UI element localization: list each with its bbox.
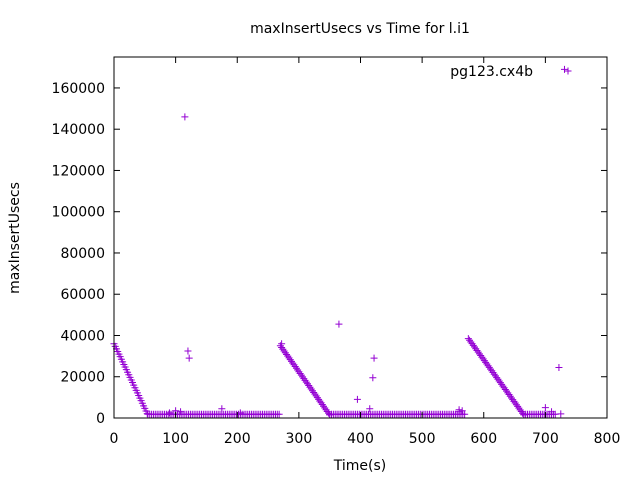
x-tick-label: 300: [286, 431, 313, 447]
x-axis: 0 100 200 300 400 500 600 700 800: [110, 57, 621, 447]
x-tick-label: 400: [347, 431, 374, 447]
data-point: [236, 409, 244, 417]
data-point: [184, 347, 192, 355]
x-tick-label: 700: [532, 431, 559, 447]
legend-marker: [564, 67, 572, 75]
data-point: [369, 374, 377, 382]
y-tick-label: 40000: [60, 328, 105, 344]
data-point: [185, 354, 193, 362]
data-point: [335, 320, 343, 328]
legend: pg123.cx4b: [450, 64, 572, 80]
plot-frame: [113, 56, 608, 419]
data-point: [461, 410, 469, 418]
data-point: [555, 363, 563, 371]
y-tick-label: 80000: [60, 246, 105, 262]
y-tick-label: 100000: [52, 205, 105, 221]
y-tick-label: 120000: [52, 163, 105, 179]
legend-label: pg123.cx4b: [450, 64, 533, 80]
data-point: [458, 407, 466, 415]
data-point: [177, 408, 185, 416]
x-tick-label: 500: [409, 431, 436, 447]
plot-marks: [110, 65, 568, 419]
data-point: [165, 409, 173, 417]
x-tick-label: 200: [224, 431, 251, 447]
data-point: [181, 113, 189, 121]
x-tick-label: 800: [594, 431, 621, 447]
data-point: [218, 405, 226, 413]
data-point: [324, 409, 332, 417]
x-tick-label: 100: [162, 431, 189, 447]
chart-title: maxInsertUsecs vs Time for l.i1: [250, 21, 470, 37]
data-point: [275, 410, 283, 418]
data-point: [278, 340, 286, 348]
y-tick-label: 20000: [60, 370, 105, 386]
data-point: [541, 404, 549, 412]
data-point: [455, 408, 463, 416]
y-tick-label: 160000: [52, 81, 105, 97]
data-point: [557, 410, 565, 418]
y-tick-label: 140000: [52, 122, 105, 138]
data-point: [564, 67, 572, 75]
data-point: [548, 408, 556, 416]
x-tick-label: 600: [470, 431, 497, 447]
y-tick-label: 0: [96, 411, 105, 427]
data-point: [519, 409, 527, 417]
y-axis: 0 20000 40000 60000 80000 100000 120000 140000 1…: [52, 81, 607, 427]
y-tick-label: 60000: [60, 287, 105, 303]
data-point: [353, 395, 361, 403]
x-tick-label: 0: [110, 431, 119, 447]
x-axis-label: Time(s): [333, 458, 386, 474]
data-point: [366, 405, 374, 413]
y-axis-label: maxInsertUsecs: [7, 182, 23, 294]
data-point: [370, 354, 378, 362]
data-point: [560, 65, 568, 73]
